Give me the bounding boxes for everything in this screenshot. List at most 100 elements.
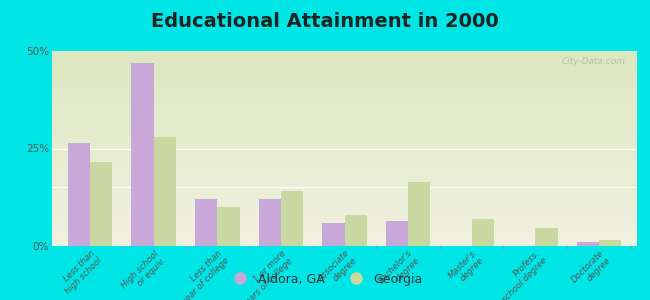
Bar — [52, 139, 637, 141]
Bar — [52, 213, 637, 215]
Bar — [52, 217, 637, 219]
Bar — [259, 199, 281, 246]
Bar — [52, 90, 637, 92]
Bar — [52, 86, 637, 88]
Bar — [52, 230, 637, 232]
Bar — [52, 59, 637, 61]
Bar — [52, 123, 637, 125]
Bar — [52, 67, 637, 68]
Bar — [195, 199, 217, 246]
Bar — [52, 55, 637, 57]
Bar — [52, 125, 637, 127]
Bar — [52, 242, 637, 244]
Bar — [52, 147, 637, 148]
Bar — [52, 178, 637, 180]
Bar — [52, 234, 637, 236]
Bar — [52, 236, 637, 238]
Bar — [52, 215, 637, 217]
Bar — [52, 158, 637, 160]
Bar — [52, 135, 637, 137]
Bar — [52, 240, 637, 242]
Bar — [52, 150, 637, 152]
Bar — [52, 84, 637, 86]
Bar — [52, 100, 637, 102]
Bar — [52, 57, 637, 59]
Bar — [131, 63, 154, 246]
Bar — [344, 215, 367, 246]
Bar — [52, 184, 637, 185]
Bar — [52, 201, 637, 203]
Bar — [52, 209, 637, 211]
Bar — [52, 74, 637, 76]
Bar — [52, 148, 637, 150]
Bar — [52, 188, 637, 190]
Bar — [52, 207, 637, 209]
Bar — [217, 207, 240, 246]
Bar — [52, 195, 637, 197]
Bar — [52, 219, 637, 220]
Bar — [599, 240, 621, 246]
Bar — [577, 242, 599, 246]
Bar — [52, 113, 637, 115]
Bar — [52, 166, 637, 168]
Bar — [52, 64, 637, 67]
Bar — [52, 129, 637, 131]
Bar — [90, 162, 112, 246]
Bar — [52, 72, 637, 74]
Bar — [52, 223, 637, 224]
Bar — [52, 106, 637, 107]
Bar — [52, 107, 637, 110]
Bar — [52, 53, 637, 55]
Bar — [52, 174, 637, 176]
Text: Educational Attainment in 2000: Educational Attainment in 2000 — [151, 12, 499, 31]
Bar — [408, 182, 430, 246]
Bar — [52, 190, 637, 191]
Bar — [52, 61, 637, 63]
Bar — [52, 168, 637, 170]
Bar — [52, 203, 637, 205]
Bar — [52, 63, 637, 64]
Bar — [52, 185, 637, 188]
Bar — [52, 197, 637, 199]
Bar — [52, 103, 637, 106]
Bar — [52, 102, 637, 103]
Bar — [52, 162, 637, 164]
Bar — [535, 229, 558, 246]
Bar — [52, 224, 637, 226]
Bar — [52, 80, 637, 82]
Bar — [52, 92, 637, 94]
Bar — [52, 94, 637, 96]
Bar — [52, 193, 637, 195]
Bar — [52, 110, 637, 111]
Bar — [52, 238, 637, 240]
Bar — [52, 170, 637, 172]
Bar — [52, 131, 637, 133]
Bar — [52, 229, 637, 230]
Legend: Aldora, GA, Georgia: Aldora, GA, Georgia — [222, 268, 428, 291]
Bar — [52, 180, 637, 182]
Bar — [52, 191, 637, 193]
Bar — [52, 182, 637, 184]
Bar — [52, 137, 637, 139]
Bar — [52, 145, 637, 146]
Bar — [52, 96, 637, 98]
Text: City-Data.com: City-Data.com — [562, 57, 625, 66]
Bar — [68, 142, 90, 246]
Bar — [52, 111, 637, 113]
Bar — [52, 244, 637, 246]
Bar — [52, 142, 637, 145]
Bar — [52, 51, 637, 53]
Bar — [52, 211, 637, 213]
Bar — [52, 98, 637, 100]
Bar — [52, 232, 637, 234]
Bar — [52, 82, 637, 84]
Bar — [52, 70, 637, 72]
Bar — [52, 199, 637, 201]
Bar — [52, 152, 637, 154]
Bar — [52, 121, 637, 123]
Bar — [52, 115, 637, 117]
Bar — [52, 160, 637, 162]
Bar — [154, 137, 176, 246]
Bar — [52, 226, 637, 229]
Bar — [52, 205, 637, 207]
